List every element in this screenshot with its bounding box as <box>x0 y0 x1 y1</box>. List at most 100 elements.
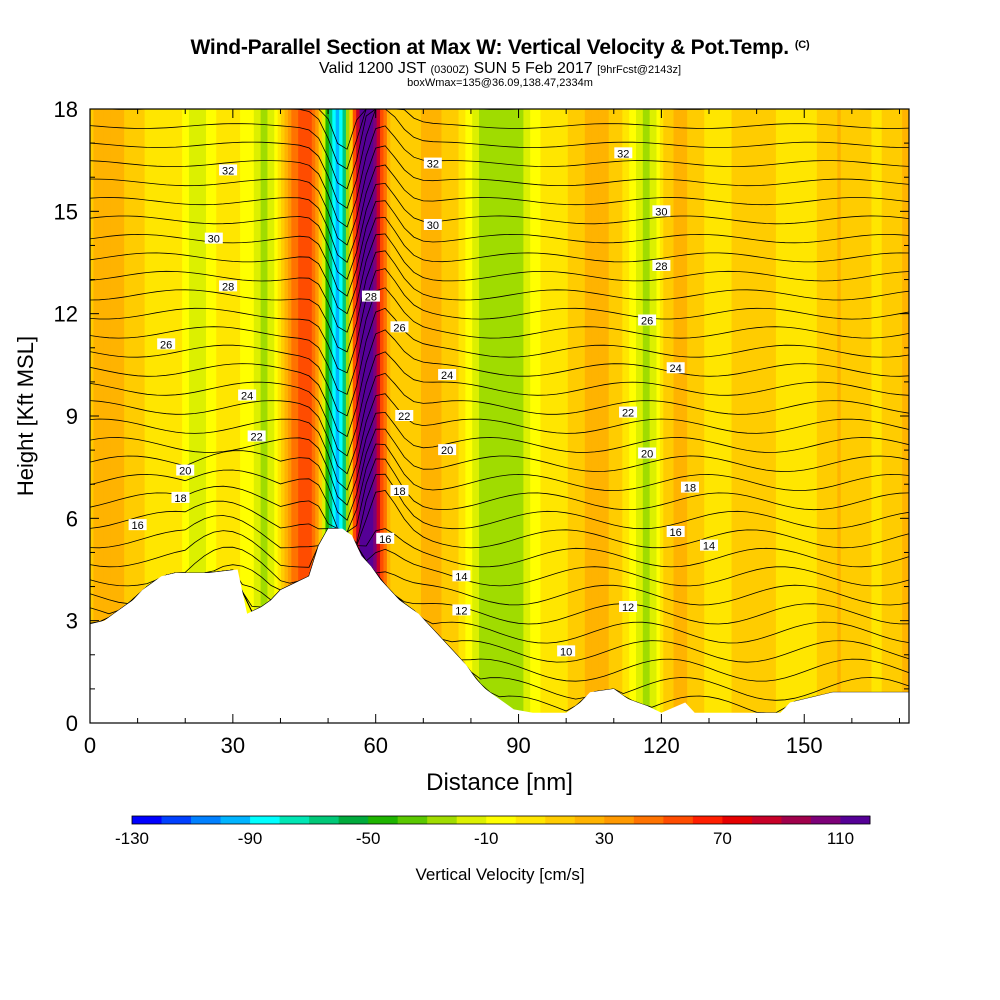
field-cell <box>342 109 347 723</box>
isentrope-label: 26 <box>160 339 172 351</box>
isentrope-label-bg <box>666 525 685 537</box>
field-cell <box>868 109 873 723</box>
field-cell <box>482 109 487 723</box>
x-tick-label: 150 <box>786 733 823 758</box>
field-cell <box>240 109 245 723</box>
field-cell <box>223 109 228 723</box>
colorbar-swatch <box>338 816 369 824</box>
field-cell <box>519 109 524 723</box>
field-cell <box>192 109 197 723</box>
field-cell <box>110 109 115 723</box>
field-cell <box>339 109 344 723</box>
isentrope-label: 30 <box>427 220 439 232</box>
field-cell <box>455 109 460 723</box>
field-cell <box>891 109 896 723</box>
isentrope-label-bg <box>395 410 414 421</box>
isentrope-label: 30 <box>655 206 667 218</box>
colorbar-swatch <box>191 816 222 824</box>
field-cell <box>308 109 313 723</box>
isentrope-line <box>89 473 910 545</box>
colorbar-tick-label: -90 <box>238 829 263 848</box>
field-cell <box>427 109 432 723</box>
field-cell <box>796 109 801 723</box>
isentrope-labels: 10 12 12 14 14 16 16 16 18 18 18 20 20 20 22 22 22 24 24 24… <box>128 147 719 658</box>
isentrope-label-bg <box>438 369 457 381</box>
field-cell <box>349 109 354 723</box>
field-cell <box>554 109 559 723</box>
isentrope-label-bg <box>652 205 671 217</box>
isentrope-label: 26 <box>393 322 405 334</box>
colorbar-swatch <box>751 816 782 824</box>
field-cell <box>707 109 712 723</box>
isentrope-line <box>89 287 910 395</box>
field-cell <box>612 109 617 723</box>
field-cell <box>502 109 507 723</box>
field-cell <box>540 109 545 723</box>
field-cell <box>246 109 251 723</box>
colorbar-swatch <box>132 816 163 824</box>
isentrope-label: 16 <box>670 527 682 539</box>
field-cell <box>352 109 357 723</box>
field-cell <box>120 109 125 723</box>
isentrope-label-bg <box>619 601 638 613</box>
field-cell <box>639 109 644 723</box>
field-cell <box>605 109 610 723</box>
field-cell <box>100 109 105 723</box>
field-cell <box>656 109 661 723</box>
isentrope-line <box>89 216 910 315</box>
isentrope-line <box>89 182 910 280</box>
isentrope-line <box>89 125 910 228</box>
field-cell <box>615 109 620 723</box>
isentrope-label: 10 <box>560 646 572 658</box>
field-cell <box>284 109 289 723</box>
field-cell <box>598 109 603 723</box>
field-cell <box>417 109 422 723</box>
field-cell <box>786 109 791 723</box>
field-cell <box>571 109 576 723</box>
axes: 0 30 60 90 120 150 0 3 6 9 12 15 18 Distance [nm] Heig… <box>13 97 910 796</box>
field-cell <box>533 109 538 723</box>
field-cell <box>209 109 214 723</box>
field-cell <box>158 109 163 723</box>
field-cell <box>850 109 855 723</box>
field-cell <box>653 109 658 723</box>
isentrope-line <box>89 145 910 246</box>
field-cell <box>431 109 436 723</box>
field-cell <box>233 109 238 723</box>
colorbar-frame <box>131 815 871 825</box>
field-cell <box>356 109 361 723</box>
field-cell <box>574 109 579 723</box>
field-cell <box>567 109 572 723</box>
colorbar-swatch <box>309 816 340 824</box>
field-cell <box>721 109 726 723</box>
field-cell <box>113 109 118 723</box>
isentrope-label-bg <box>219 164 238 176</box>
colorbar-tick-label: 30 <box>595 829 614 848</box>
field-cell <box>383 109 388 723</box>
isentrope-label: 14 <box>455 571 467 583</box>
field-cell <box>134 109 139 723</box>
chart-subtitle: Valid 1200 JST (0300Z) SUN 5 Feb 2017 [9… <box>318 60 682 77</box>
field-cell <box>649 109 654 723</box>
field-cell <box>294 109 299 723</box>
colorbar-swatch <box>368 816 399 824</box>
x-tick-label: 120 <box>643 733 680 758</box>
isentrope-label: 22 <box>251 431 263 443</box>
field-cell <box>581 109 586 723</box>
isentrope-label: 30 <box>208 234 220 246</box>
chart-title: Wind-Parallel Section at Max W: Vertical… <box>190 36 810 59</box>
field-cell <box>434 109 439 723</box>
colorbar-swatch <box>397 816 428 824</box>
field-cell <box>328 109 333 723</box>
field-cell <box>301 109 306 723</box>
isentrope-label-bg <box>452 604 471 616</box>
field-cell <box>844 109 849 723</box>
field-cell <box>704 109 709 723</box>
isentrope-label-bg <box>376 532 395 544</box>
x-tick-label: 60 <box>363 733 387 758</box>
field-cell <box>789 109 794 723</box>
chart-subtitle-box-wmax: boxWmax=135@36.09,138.47,2334m <box>407 77 593 89</box>
field-cell <box>871 109 876 723</box>
field-cell <box>670 109 675 723</box>
field-cell <box>243 109 248 723</box>
